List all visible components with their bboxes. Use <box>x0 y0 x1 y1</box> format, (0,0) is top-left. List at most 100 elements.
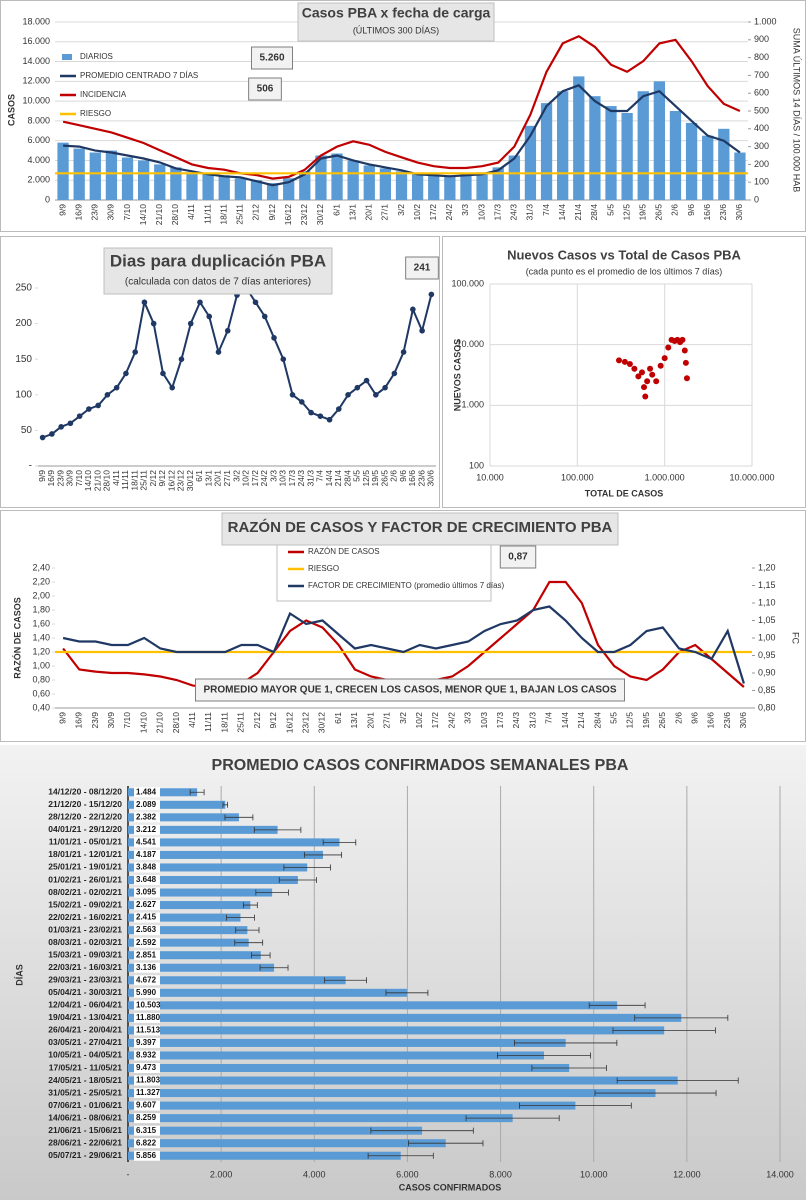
y2-tick-label: 400 <box>754 123 769 133</box>
error-bar <box>222 801 229 808</box>
y-tick-label: 29/03/21 - 23/03/21 <box>48 975 122 985</box>
x-tick-label: 3/2 <box>398 712 408 724</box>
marker <box>400 349 407 355</box>
x-tick-label: 1.000.000 <box>645 472 685 482</box>
x-tick-label: 10.000 <box>580 1169 608 1179</box>
marker <box>113 384 120 391</box>
legend-label: PROMEDIO CENTRADO 7 DÍAS <box>80 71 198 80</box>
x-tick-label: 7/10 <box>122 712 132 729</box>
bar <box>331 153 343 200</box>
error-bar <box>594 1090 717 1097</box>
panel <box>442 236 806 508</box>
error-bar <box>224 814 254 821</box>
value-label-bg <box>134 900 160 911</box>
y-tick-label: 24/05/21 - 18/05/21 <box>48 1075 122 1085</box>
bar <box>128 1126 423 1135</box>
chart-title: RAZÓN DE CASOS Y FACTOR DE CRECIMIENTO P… <box>228 518 613 536</box>
x-tick-label: 20/1 <box>365 712 375 729</box>
x-tick-label: 14/4 <box>557 204 567 221</box>
x-tick-label: 14/10 <box>138 204 148 226</box>
y-tick-label: 14/06/21 - 08/06/21 <box>48 1112 122 1122</box>
x-tick-label: 10/3 <box>278 470 288 487</box>
value-label-bg <box>134 849 160 860</box>
point <box>649 371 656 378</box>
bar <box>128 926 248 935</box>
x-tick-label: 16/9 <box>73 204 83 221</box>
title-box <box>221 512 619 546</box>
bar <box>128 1151 401 1160</box>
marker <box>95 402 101 409</box>
value-label-bg <box>134 1050 160 1061</box>
x-tick-label: 23/9 <box>55 470 65 487</box>
bar <box>653 81 666 200</box>
x-tick-label: 23/9 <box>90 712 100 729</box>
y-tick-label: 05/04/21 - 30/03/21 <box>48 987 122 997</box>
x-tick-label: 12/5 <box>621 204 631 221</box>
bar <box>128 825 278 834</box>
bar <box>573 76 585 200</box>
annotation: 506 <box>257 84 274 95</box>
bar <box>89 152 101 200</box>
y-tick-label: 19/04/21 - 13/04/21 <box>48 1012 122 1022</box>
x-tick-label: 30/12 <box>315 204 325 226</box>
x-tick-label: 6/1 <box>194 470 204 482</box>
y2-axis-label: SUMA ÚLTIMOS 14 DÍAS / 100.000 HAB <box>792 28 802 192</box>
x-tick-label: 30/12 <box>317 712 327 734</box>
bar <box>128 1076 678 1085</box>
marker <box>428 291 435 298</box>
value-label-bg <box>134 912 160 923</box>
marker <box>419 327 425 334</box>
marker <box>197 299 203 306</box>
x-tick-label: 3/3 <box>463 712 473 724</box>
value-label: 2.627 <box>136 900 157 909</box>
x-tick-label: 9/12 <box>267 204 277 221</box>
bar <box>128 913 241 922</box>
y-tick-label: 250 <box>15 283 32 294</box>
x-tick-label: 19/5 <box>370 470 380 487</box>
bar <box>734 152 746 200</box>
error-bar <box>278 877 317 883</box>
x-tick-label: 30/6 <box>426 470 436 487</box>
bar <box>637 91 649 200</box>
value-label-bg <box>134 799 160 810</box>
bar <box>234 178 246 200</box>
error-bar <box>255 889 289 896</box>
y-tick-label: 12/04/21 - 06/04/21 <box>48 1000 122 1010</box>
value-label: 2.563 <box>136 925 157 934</box>
marker <box>308 409 314 416</box>
marker <box>187 320 194 327</box>
error-bar <box>253 826 302 833</box>
annotation-box <box>499 545 537 569</box>
y-tick-label: 18/01/21 - 12/01/21 <box>48 849 122 859</box>
x-tick-label: 21/10 <box>154 204 164 226</box>
value-label-bg <box>134 837 160 848</box>
value-label: 4.672 <box>136 975 157 984</box>
value-label-bg <box>134 1100 160 1111</box>
annotation-box <box>194 678 626 702</box>
x-tick-label: 14/4 <box>324 470 334 487</box>
x-tick-label: 9/12 <box>268 712 278 729</box>
legend-box <box>276 544 492 602</box>
x-tick-label: 6.000 <box>396 1169 419 1179</box>
error-bar <box>367 1152 434 1159</box>
x-tick-label: 24/2 <box>446 712 456 729</box>
error-bar <box>259 964 289 971</box>
value-label: 3.136 <box>136 963 157 972</box>
x-tick-label: 10/3 <box>476 204 486 221</box>
marker <box>373 392 379 398</box>
x-tick-label: 2/6 <box>673 712 683 724</box>
marker <box>178 356 185 363</box>
marker <box>39 434 46 441</box>
bar <box>154 164 166 200</box>
point <box>631 365 638 372</box>
x-tick-label: 10/2 <box>414 712 424 729</box>
y-tick-label: 18.000 <box>22 16 50 26</box>
x-tick-label: 100.000 <box>561 472 594 482</box>
marker <box>345 392 351 398</box>
error-bar <box>612 1027 716 1034</box>
x-tick-label: 27/1 <box>222 470 232 487</box>
value-label: 2.851 <box>136 950 157 959</box>
x-tick-label: 9/6 <box>686 204 696 216</box>
bar <box>128 838 340 847</box>
x-tick-label: 31/3 <box>305 470 315 487</box>
